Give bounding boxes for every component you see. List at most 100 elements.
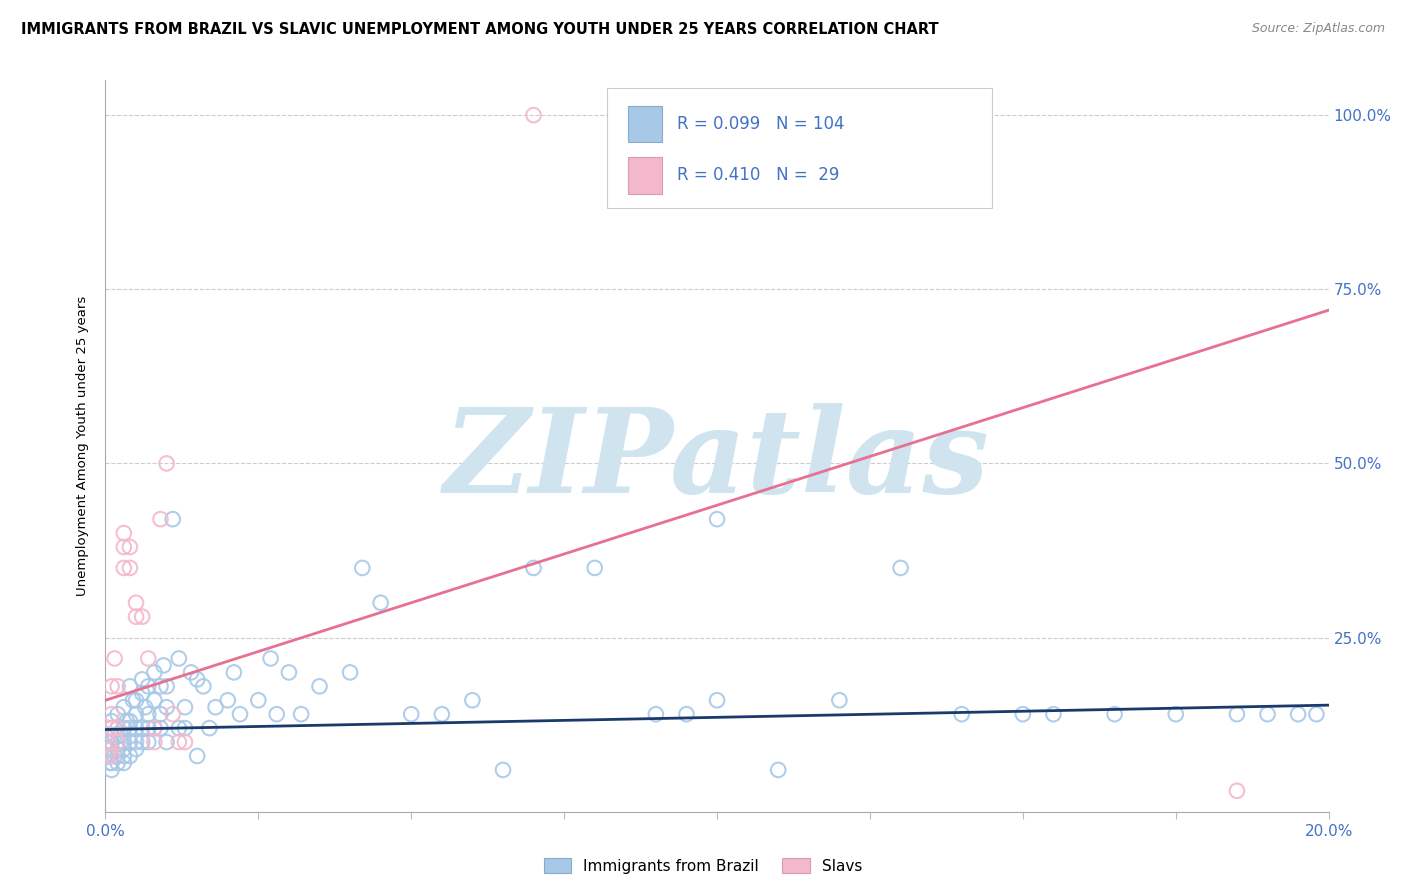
Point [1104,707,1126,722]
Point [523,561,546,575]
Point [828,693,851,707]
Point [96,735,118,749]
Bar [627,106,662,143]
Point [131,735,153,749]
Point [100,735,122,749]
Point [118,749,141,764]
Text: IMMIGRANTS FROM BRAZIL VS SLAVIC UNEMPLOYMENT AMONG YOUTH UNDER 25 YEARS CORRELA: IMMIGRANTS FROM BRAZIL VS SLAVIC UNEMPLO… [21,22,939,37]
Point [131,673,153,687]
Point [1011,707,1033,722]
Point [149,512,172,526]
Point [174,735,197,749]
FancyBboxPatch shape [607,87,993,209]
Point [180,665,202,680]
Point [112,561,135,575]
Point [118,714,141,728]
Point [107,742,129,756]
Y-axis label: Unemployment Among Youth under 25 years: Unemployment Among Youth under 25 years [76,296,90,596]
Point [186,749,208,764]
Point [155,700,177,714]
Point [155,457,177,471]
Point [125,742,148,756]
Point [308,679,330,693]
Point [155,735,177,749]
Point [706,693,728,707]
Point [136,651,159,665]
Point [98,756,121,770]
Point [1042,707,1064,722]
Point [339,665,361,680]
Point [401,707,423,722]
Point [167,651,190,665]
Point [149,721,172,735]
Point [217,693,239,707]
Point [100,679,122,693]
Bar [627,157,662,194]
Point [107,735,129,749]
Point [100,721,122,735]
Point [98,742,121,756]
Point [193,679,215,693]
Point [131,686,153,700]
Point [100,749,122,764]
Point [136,707,159,722]
Point [143,721,166,735]
Point [110,728,132,742]
Point [266,707,288,722]
Point [370,596,392,610]
Point [115,714,138,728]
Point [1226,784,1249,798]
Point [131,609,153,624]
Point [706,512,728,526]
Point [112,721,135,735]
Point [107,749,129,764]
Text: R = 0.099   N = 104: R = 0.099 N = 104 [676,115,844,133]
Point [950,707,973,722]
Point [461,693,484,707]
Point [107,735,129,749]
Point [174,700,197,714]
Point [118,721,141,735]
Point [136,721,159,735]
Text: Source: ZipAtlas.com: Source: ZipAtlas.com [1251,22,1385,36]
Point [98,742,121,756]
Point [100,749,122,764]
Point [107,721,129,735]
Point [143,665,166,680]
Point [107,707,129,722]
Text: R = 0.410   N =  29: R = 0.410 N = 29 [676,167,839,185]
Point [136,679,159,693]
Point [430,707,453,722]
Point [104,749,127,764]
Point [149,707,172,722]
Point [112,540,135,554]
Point [104,651,127,665]
Legend: Immigrants from Brazil, Slavs: Immigrants from Brazil, Slavs [537,852,869,880]
Point [352,561,374,575]
Point [110,735,132,749]
Point [125,693,148,707]
Point [125,609,148,624]
Point [167,735,190,749]
Point [134,700,156,714]
Point [100,707,122,722]
Point [1305,707,1327,722]
Point [259,651,281,665]
Point [152,658,174,673]
Point [100,728,122,742]
Point [118,540,141,554]
Point [1286,707,1309,722]
Point [131,721,153,735]
Point [100,714,122,728]
Point [278,665,301,680]
Point [143,693,166,707]
Text: ZIPatlas: ZIPatlas [444,403,990,518]
Point [100,742,122,756]
Point [644,707,666,722]
Point [136,735,159,749]
Point [100,763,122,777]
Point [143,721,166,735]
Point [125,596,148,610]
Point [112,749,135,764]
Point [97,749,120,764]
